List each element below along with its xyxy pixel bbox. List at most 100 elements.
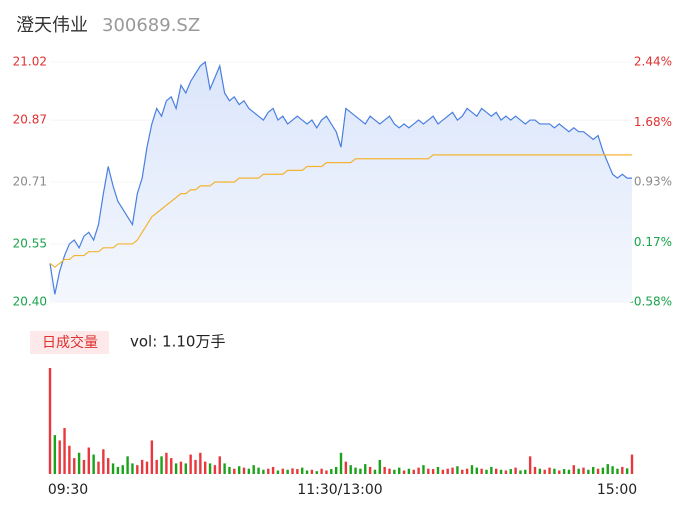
volume-bar — [562, 469, 566, 474]
volume-bar — [456, 466, 459, 474]
volume-bar — [558, 470, 561, 474]
volume-bar — [441, 469, 445, 474]
volume-bar — [320, 468, 323, 474]
volume-bar — [383, 466, 386, 474]
volume-bar — [465, 468, 469, 474]
volume-bar — [422, 465, 425, 474]
volume-bar — [446, 468, 449, 474]
volume-bar — [155, 459, 158, 474]
volume-bar — [398, 467, 401, 474]
volume-bar — [53, 435, 57, 474]
stock-name: 澄天伟业 — [16, 15, 88, 36]
volume-bar — [393, 469, 396, 474]
volume-bar — [495, 468, 498, 474]
average-line — [49, 154, 632, 268]
volume-bar — [334, 466, 338, 474]
volume-bar — [577, 468, 580, 474]
volume-bar — [475, 467, 478, 474]
stock-code: 300689.SZ — [102, 15, 200, 36]
volume-bar — [592, 466, 595, 474]
volume-bar — [82, 459, 86, 474]
y-tick-label: 20.87 — [13, 113, 47, 127]
volume-bar — [170, 458, 173, 474]
volume-bar — [582, 467, 585, 474]
volume-bar — [140, 459, 144, 474]
y2-tick-label: 1.68% — [634, 115, 672, 129]
y2-tick-label: 0.93% — [634, 175, 672, 189]
volume-bar — [601, 467, 605, 474]
volume-bar — [533, 466, 537, 474]
volume-bar — [92, 454, 95, 474]
volume-bar — [451, 467, 454, 474]
volume-bar — [189, 454, 192, 474]
volume-bar — [121, 465, 124, 474]
volume-bar — [252, 465, 255, 474]
volume-bar — [524, 469, 527, 474]
volume-bar — [567, 469, 571, 474]
volume-bar — [330, 469, 333, 474]
volume-bar — [97, 461, 100, 474]
volume-bar — [344, 461, 348, 474]
y2-tick-label: 2.44% — [634, 55, 672, 69]
price-area — [50, 62, 632, 302]
volume-bar — [417, 467, 420, 474]
volume-bar — [208, 463, 212, 474]
volume-bar — [625, 468, 629, 474]
volume-bar — [339, 452, 343, 474]
volume-bar — [606, 464, 609, 474]
volume-summary: vol: 1.10万手 — [130, 333, 225, 351]
volume-bar — [509, 469, 512, 474]
volume-bar — [218, 456, 221, 474]
volume-label: 日成交量 — [42, 334, 98, 351]
volume-bar — [354, 467, 357, 474]
y-tick-label: 21.02 — [13, 55, 47, 69]
volume-bar — [514, 467, 517, 474]
volume-bar — [194, 459, 197, 474]
volume-bar — [131, 463, 134, 474]
volume-bar — [204, 461, 207, 474]
volume-bar — [291, 468, 294, 474]
volume-bar — [325, 470, 328, 474]
volume-bar — [572, 465, 575, 474]
x-tick-label: 15:00 — [597, 482, 637, 498]
volume-bar — [519, 470, 522, 474]
volume-bar — [310, 469, 314, 474]
volume-bar — [107, 458, 110, 474]
volume-bar — [427, 468, 430, 474]
volume-bar — [267, 468, 270, 474]
volume-bar — [68, 445, 71, 474]
price-line — [49, 60, 632, 295]
volume-bar — [160, 456, 163, 474]
volume-bar — [286, 469, 289, 474]
volume-bar — [87, 447, 90, 474]
x-tick-label: 11:30/13:00 — [297, 482, 382, 498]
volume-bar — [242, 467, 246, 474]
y2-tick-label: -0.58% — [630, 295, 672, 309]
volume-bar — [102, 449, 105, 474]
volume-bar — [412, 469, 415, 474]
volume-bar — [179, 461, 183, 474]
volume-bar — [305, 470, 309, 474]
volume-bar — [461, 469, 464, 474]
volume-bar — [223, 463, 226, 474]
volume-bar — [199, 452, 202, 474]
volume-bar — [213, 465, 217, 474]
volume-bar — [126, 456, 129, 474]
volume-bar — [281, 468, 284, 474]
volume-bar — [630, 454, 634, 474]
volume-bar — [621, 466, 624, 474]
volume-bar — [301, 467, 304, 474]
volume-bar — [237, 466, 241, 474]
volume-bar — [480, 468, 483, 474]
volume-bar — [48, 368, 52, 474]
y2-tick-label: 0.17% — [634, 235, 672, 249]
volume-bar — [349, 465, 352, 474]
volume-bar — [111, 463, 115, 474]
volume-bar — [611, 466, 614, 474]
volume-bar — [73, 458, 76, 474]
volume-bar — [388, 468, 391, 474]
volume-bar — [504, 470, 508, 474]
volume-label-bg — [30, 331, 109, 354]
volume-bar — [165, 452, 168, 474]
